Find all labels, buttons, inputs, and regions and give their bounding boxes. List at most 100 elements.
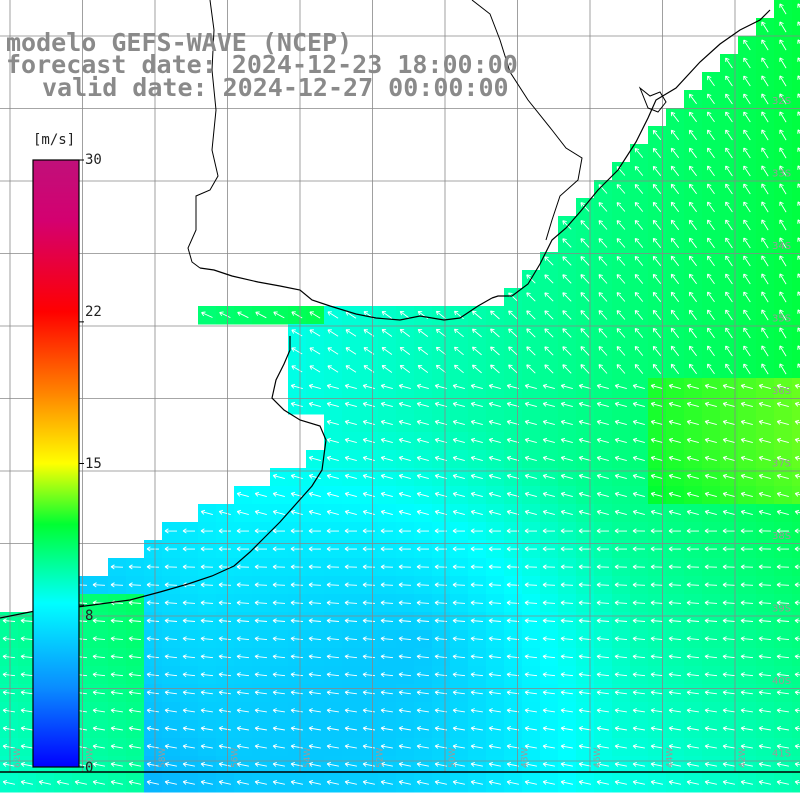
- wind-arrow: [652, 219, 662, 230]
- wind-arrow: [688, 147, 697, 159]
- wind-arrow: [707, 201, 715, 213]
- wind-arrow: [470, 419, 483, 426]
- wind-arrow: [632, 743, 645, 749]
- wind-arrow: [416, 618, 430, 624]
- wind-arrow: [542, 401, 555, 408]
- wind-cell: [792, 0, 800, 19]
- wind-arrow: [416, 654, 430, 660]
- wind-arrow: [470, 779, 483, 785]
- wind-arrow: [542, 600, 556, 606]
- wind-arrow: [740, 582, 754, 588]
- wind-arrow: [344, 600, 358, 606]
- wind-arrow: [308, 509, 321, 516]
- wind-arrow: [580, 274, 590, 284]
- wind-arrow: [560, 401, 573, 408]
- wind-arrow: [761, 39, 769, 51]
- wind-arrow: [740, 708, 753, 714]
- wind-arrow: [758, 708, 771, 714]
- wind-arrow: [779, 111, 787, 123]
- wind-arrow: [291, 329, 303, 337]
- wind-arrow: [596, 600, 610, 606]
- wind-arrow: [344, 528, 358, 534]
- wind-arrow: [128, 582, 142, 588]
- wind-arrow: [542, 761, 555, 767]
- wind-arrow: [779, 345, 787, 357]
- wind-arrow: [722, 618, 736, 624]
- wind-arrow: [236, 509, 249, 516]
- wind-arrow: [743, 165, 751, 177]
- wind-arrow: [470, 564, 484, 570]
- wind-arrow: [542, 473, 555, 480]
- wind-arrow: [398, 761, 411, 767]
- wind-arrow: [255, 311, 267, 319]
- wind-arrow: [794, 383, 800, 389]
- wind-arrow: [596, 564, 610, 570]
- wind-arrow: [562, 274, 572, 284]
- wind-arrow: [164, 546, 178, 552]
- wind-arrow: [236, 600, 250, 606]
- wind-arrow: [506, 690, 519, 696]
- wind-arrow: [686, 690, 699, 696]
- wind-arrow: [688, 345, 697, 357]
- wind-arrow: [670, 219, 680, 231]
- wind-arrow: [761, 147, 769, 159]
- wind-arrow: [652, 183, 662, 194]
- wind-arrow: [398, 743, 411, 749]
- wind-arrow: [722, 708, 735, 714]
- wind-arrow: [596, 437, 609, 444]
- wind-arrow: [182, 600, 196, 606]
- lat-label: 40S: [772, 676, 791, 687]
- wind-arrow: [452, 779, 465, 785]
- wind-arrow: [326, 419, 339, 426]
- wind-arrow: [506, 473, 519, 480]
- wind-arrow: [650, 725, 663, 732]
- wind-arrow: [758, 779, 771, 785]
- wind-arrow: [398, 779, 411, 785]
- wind-arrow: [308, 725, 321, 732]
- wind-arrow: [128, 743, 141, 749]
- wind-arrow: [380, 690, 393, 696]
- wind-arrow: [326, 672, 340, 678]
- wind-arrow: [200, 636, 214, 642]
- wind-arrow: [668, 491, 681, 498]
- wind-arrow: [128, 761, 141, 767]
- wind-arrow: [598, 346, 608, 356]
- wind-arrow: [398, 401, 411, 408]
- wind-arrow: [524, 528, 538, 534]
- wind-arrow: [452, 473, 465, 480]
- wind-arrow: [506, 654, 520, 660]
- wind-arrow: [761, 21, 769, 33]
- wind-arrow: [668, 761, 681, 767]
- wind-arrow: [236, 690, 249, 696]
- wind-arrow: [218, 672, 232, 678]
- title-forecast-date: forecast date: 2024-12-23 18:00:00: [6, 50, 518, 79]
- wind-arrow: [668, 690, 681, 696]
- wind-arrow: [128, 636, 142, 642]
- wind-arrow: [110, 618, 124, 624]
- wind-arrow: [110, 725, 123, 732]
- wind-arrow: [670, 291, 680, 303]
- wind-arrow: [596, 636, 610, 642]
- wind-arrow: [218, 743, 231, 749]
- wind-arrow: [652, 327, 662, 338]
- wind-arrow: [380, 600, 394, 606]
- wind-arrow: [146, 725, 159, 732]
- wind-arrow: [794, 491, 800, 497]
- wind-arrow: [704, 564, 718, 570]
- wind-arrow: [707, 183, 715, 195]
- wind-arrow: [326, 401, 339, 408]
- wind-arrow: [596, 672, 610, 678]
- border-river: [187, 0, 219, 269]
- wind-arrow: [470, 546, 484, 552]
- wind-arrow: [506, 582, 520, 588]
- wind-arrow: [488, 618, 502, 624]
- wind-arrow: [598, 274, 608, 284]
- wind-arrow: [560, 455, 573, 462]
- wind-arrow: [110, 636, 124, 642]
- wind-arrow: [776, 401, 789, 408]
- wind-arrow: [704, 761, 717, 767]
- wind-arrow: [560, 672, 574, 678]
- wind-arrow: [761, 219, 769, 231]
- wind-arrow: [634, 237, 644, 248]
- wind-arrow: [632, 779, 645, 785]
